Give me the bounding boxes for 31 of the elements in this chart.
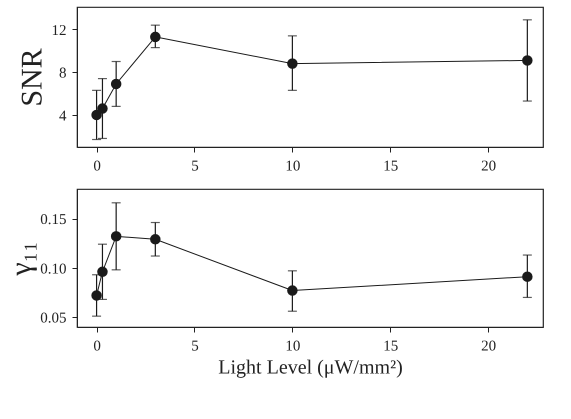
x-axis-title: Light Level (μW/mm²) (218, 356, 403, 378)
x-tick-label: 5 (191, 338, 199, 354)
point (91, 110, 102, 120)
point (287, 285, 298, 296)
y-axis-title: γ₁₁ (4, 241, 38, 277)
x-tick-label: 0 (93, 158, 101, 174)
y-tick-label: 0.10 (40, 261, 66, 278)
x-tick-label: 20 (481, 158, 496, 174)
point (110, 78, 122, 90)
point (97, 103, 108, 114)
point (150, 32, 161, 42)
point (97, 266, 108, 278)
x-tick-label: 0 (93, 338, 101, 354)
point (287, 58, 298, 69)
y-axis-title: SNR (16, 48, 48, 107)
point (91, 290, 102, 301)
point (150, 234, 161, 245)
y-tick-label: 0.15 (40, 212, 66, 228)
y-tick-label: 12 (52, 22, 66, 39)
x-tick-label: 10 (285, 338, 300, 354)
y-tick-label: 0.05 (40, 310, 66, 327)
x-tick-label: 20 (481, 338, 496, 354)
x-tick-label: 15 (383, 338, 398, 354)
y-tick-label: 4 (59, 108, 67, 124)
x-tick-label: 5 (191, 158, 199, 174)
point (110, 231, 122, 242)
point (522, 55, 533, 66)
x-tick-label: 10 (285, 158, 300, 174)
x-tick-label: 15 (383, 158, 398, 174)
point (522, 271, 533, 282)
y-tick-label: 8 (59, 66, 66, 82)
